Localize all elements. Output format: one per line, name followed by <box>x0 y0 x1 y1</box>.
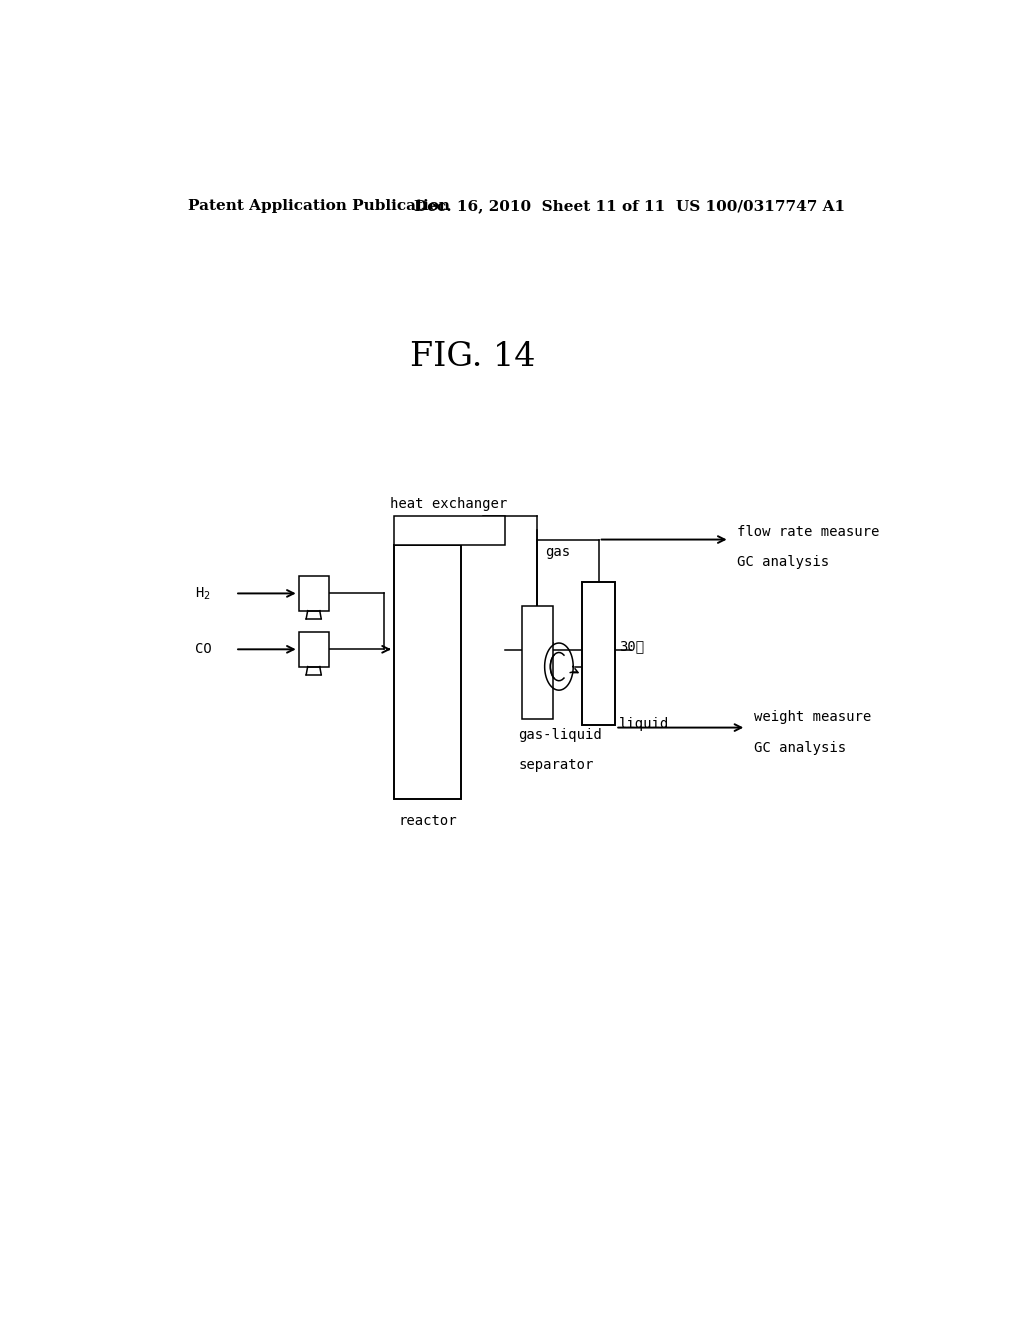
Text: GC analysis: GC analysis <box>737 554 829 569</box>
Text: 30℃: 30℃ <box>620 639 644 653</box>
Text: flow rate measure: flow rate measure <box>737 525 880 540</box>
Text: Patent Application Publication: Patent Application Publication <box>187 199 450 213</box>
Bar <box>299 632 329 667</box>
Bar <box>582 582 615 725</box>
Text: FIG. 14: FIG. 14 <box>410 342 536 374</box>
Bar <box>522 606 553 719</box>
Text: separator: separator <box>518 758 594 772</box>
Text: GC analysis: GC analysis <box>754 741 846 755</box>
Text: heat exchanger: heat exchanger <box>390 498 507 511</box>
Text: CO: CO <box>196 643 212 656</box>
Bar <box>299 576 329 611</box>
Text: US 100/0317747 A1: US 100/0317747 A1 <box>676 199 845 213</box>
Bar <box>394 545 462 799</box>
Text: weight measure: weight measure <box>754 710 871 725</box>
Text: gas: gas <box>546 545 570 558</box>
Text: Dec. 16, 2010  Sheet 11 of 11: Dec. 16, 2010 Sheet 11 of 11 <box>414 199 665 213</box>
Text: gas-liquid: gas-liquid <box>518 727 602 742</box>
Text: liquid: liquid <box>620 718 670 731</box>
Text: H$_2$: H$_2$ <box>196 585 211 602</box>
Bar <box>394 516 505 545</box>
Text: reactor: reactor <box>398 814 457 828</box>
